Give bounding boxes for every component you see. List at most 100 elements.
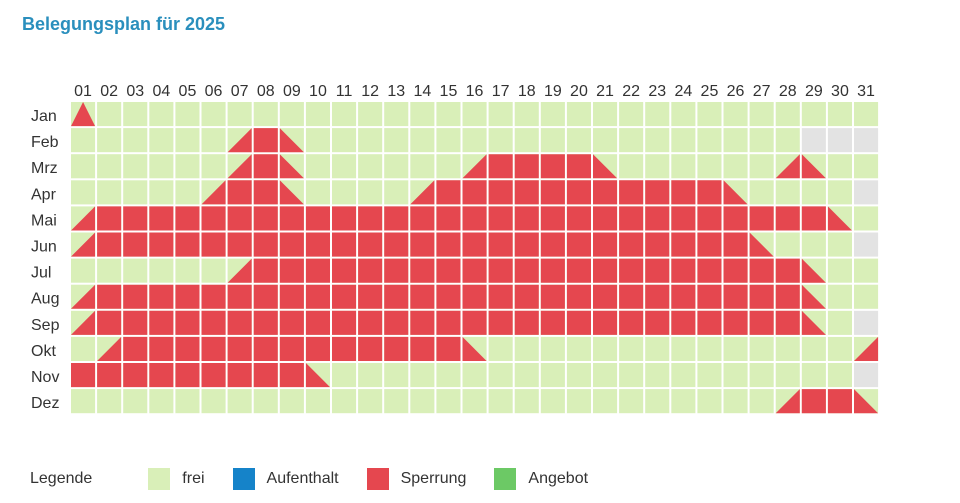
day-cell[interactable] xyxy=(697,128,722,153)
day-cell[interactable] xyxy=(123,154,148,179)
day-cell[interactable] xyxy=(462,284,487,309)
day-cell[interactable] xyxy=(854,128,879,153)
day-cell[interactable] xyxy=(436,336,461,361)
day-cell[interactable] xyxy=(462,363,487,388)
day-cell[interactable] xyxy=(645,258,670,283)
day-cell[interactable] xyxy=(801,284,826,309)
day-cell[interactable] xyxy=(775,284,800,309)
day-cell[interactable] xyxy=(723,336,748,361)
day-cell[interactable] xyxy=(697,389,722,414)
day-cell[interactable] xyxy=(410,154,435,179)
day-cell[interactable] xyxy=(801,206,826,231)
day-cell[interactable] xyxy=(462,128,487,153)
day-cell[interactable] xyxy=(488,336,513,361)
day-cell[interactable] xyxy=(488,258,513,283)
day-cell[interactable] xyxy=(410,128,435,153)
day-cell[interactable] xyxy=(358,284,383,309)
day-cell[interactable] xyxy=(332,310,357,335)
day-cell[interactable] xyxy=(201,363,226,388)
day-cell[interactable] xyxy=(514,284,539,309)
day-cell[interactable] xyxy=(488,389,513,414)
day-cell[interactable] xyxy=(97,284,122,309)
day-cell[interactable] xyxy=(332,102,357,127)
day-cell[interactable] xyxy=(854,232,879,257)
day-cell[interactable] xyxy=(462,206,487,231)
day-cell[interactable] xyxy=(175,284,200,309)
day-cell[interactable] xyxy=(358,363,383,388)
day-cell[interactable] xyxy=(566,336,591,361)
day-cell[interactable] xyxy=(488,284,513,309)
day-cell[interactable] xyxy=(384,154,409,179)
day-cell[interactable] xyxy=(697,284,722,309)
day-cell[interactable] xyxy=(253,363,278,388)
day-cell[interactable] xyxy=(436,128,461,153)
day-cell[interactable] xyxy=(514,363,539,388)
day-cell[interactable] xyxy=(97,128,122,153)
day-cell[interactable] xyxy=(71,232,96,257)
day-cell[interactable] xyxy=(514,232,539,257)
day-cell[interactable] xyxy=(645,336,670,361)
day-cell[interactable] xyxy=(827,206,852,231)
day-cell[interactable] xyxy=(227,389,252,414)
day-cell[interactable] xyxy=(827,232,852,257)
day-cell[interactable] xyxy=(410,102,435,127)
day-cell[interactable] xyxy=(227,258,252,283)
day-cell[interactable] xyxy=(619,258,644,283)
day-cell[interactable] xyxy=(566,258,591,283)
day-cell[interactable] xyxy=(410,258,435,283)
day-cell[interactable] xyxy=(854,102,879,127)
day-cell[interactable] xyxy=(619,102,644,127)
day-cell[interactable] xyxy=(827,363,852,388)
day-cell[interactable] xyxy=(566,154,591,179)
day-cell[interactable] xyxy=(279,258,304,283)
day-cell[interactable] xyxy=(801,336,826,361)
day-cell[interactable] xyxy=(227,206,252,231)
day-cell[interactable] xyxy=(775,154,800,179)
day-cell[interactable] xyxy=(71,128,96,153)
day-cell[interactable] xyxy=(123,102,148,127)
day-cell[interactable] xyxy=(514,128,539,153)
day-cell[interactable] xyxy=(488,363,513,388)
day-cell[interactable] xyxy=(854,258,879,283)
day-cell[interactable] xyxy=(645,310,670,335)
day-cell[interactable] xyxy=(775,206,800,231)
day-cell[interactable] xyxy=(566,284,591,309)
day-cell[interactable] xyxy=(123,206,148,231)
day-cell[interactable] xyxy=(723,258,748,283)
day-cell[interactable] xyxy=(436,102,461,127)
day-cell[interactable] xyxy=(514,206,539,231)
day-cell[interactable] xyxy=(227,128,252,153)
day-cell[interactable] xyxy=(593,206,618,231)
day-cell[interactable] xyxy=(566,232,591,257)
day-cell[interactable] xyxy=(253,206,278,231)
day-cell[interactable] xyxy=(97,363,122,388)
day-cell[interactable] xyxy=(71,258,96,283)
day-cell[interactable] xyxy=(71,206,96,231)
day-cell[interactable] xyxy=(71,154,96,179)
day-cell[interactable] xyxy=(97,154,122,179)
day-cell[interactable] xyxy=(671,363,696,388)
day-cell[interactable] xyxy=(201,310,226,335)
day-cell[interactable] xyxy=(149,102,174,127)
day-cell[interactable] xyxy=(279,284,304,309)
day-cell[interactable] xyxy=(410,206,435,231)
day-cell[interactable] xyxy=(358,258,383,283)
day-cell[interactable] xyxy=(227,363,252,388)
day-cell[interactable] xyxy=(593,336,618,361)
day-cell[interactable] xyxy=(384,128,409,153)
day-cell[interactable] xyxy=(358,336,383,361)
day-cell[interactable] xyxy=(593,102,618,127)
day-cell[interactable] xyxy=(201,284,226,309)
day-cell[interactable] xyxy=(358,206,383,231)
day-cell[interactable] xyxy=(775,102,800,127)
day-cell[interactable] xyxy=(227,310,252,335)
day-cell[interactable] xyxy=(97,102,122,127)
day-cell[interactable] xyxy=(619,389,644,414)
day-cell[interactable] xyxy=(723,232,748,257)
day-cell[interactable] xyxy=(123,128,148,153)
day-cell[interactable] xyxy=(619,336,644,361)
day-cell[interactable] xyxy=(462,389,487,414)
day-cell[interactable] xyxy=(201,180,226,205)
day-cell[interactable] xyxy=(593,180,618,205)
day-cell[interactable] xyxy=(279,154,304,179)
